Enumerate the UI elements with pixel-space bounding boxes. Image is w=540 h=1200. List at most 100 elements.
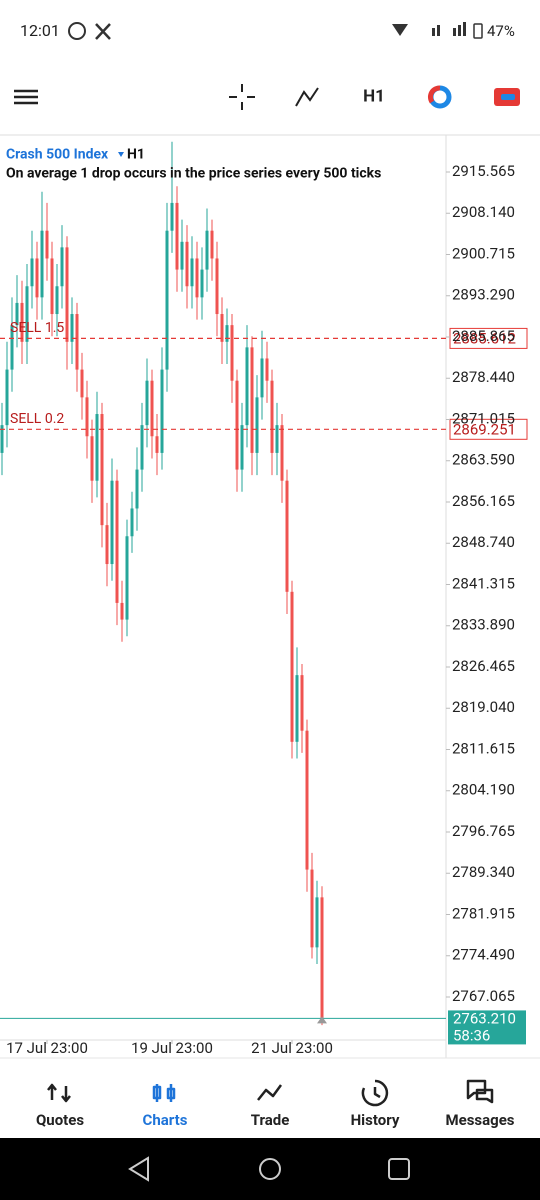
y-tick-label: 2781.915 xyxy=(452,904,515,922)
candle-body xyxy=(50,258,54,315)
candle-body xyxy=(45,230,49,259)
candle-body xyxy=(255,397,259,453)
candle-body xyxy=(115,480,119,603)
recents-button[interactable] xyxy=(388,1158,410,1180)
battery-level: 47% xyxy=(487,22,515,40)
symbol-name[interactable]: Crash 500 Index xyxy=(6,147,109,163)
candle-body xyxy=(140,425,144,470)
nav-label[interactable]: Messages xyxy=(445,1111,514,1129)
order-price: 2869.251 xyxy=(453,420,516,438)
y-tick-label: 2833.890 xyxy=(452,616,515,634)
candle-body xyxy=(220,314,224,342)
bottom-nav: Quotes Charts Trade History Messages xyxy=(36,1079,515,1129)
y-tick-label: 2856.165 xyxy=(452,492,515,510)
candle-body xyxy=(15,302,19,326)
overlays: SELL 1.5 2885.612 SELL 0.2 2869.251 2763.210… xyxy=(0,320,528,1045)
candle-body xyxy=(185,241,189,287)
order-price-box xyxy=(449,327,528,349)
candle-body xyxy=(175,202,179,270)
bar-countdown: 58:36 xyxy=(453,1026,490,1044)
system-nav xyxy=(0,1138,540,1200)
nav-icon xyxy=(47,1083,71,1103)
menu-button[interactable] xyxy=(14,89,38,105)
crosshair-button[interactable] xyxy=(229,84,255,110)
candle-body xyxy=(10,325,14,370)
candle-body xyxy=(165,230,169,370)
order-label: SELL 1.5 xyxy=(10,320,64,336)
nav-icon xyxy=(466,1079,494,1104)
y-tick-label: 2848.740 xyxy=(452,533,515,551)
signal-icon xyxy=(453,28,456,36)
candle-body xyxy=(55,286,59,315)
nav-label[interactable]: Quotes xyxy=(36,1111,84,1129)
y-tick-label: 2811.615 xyxy=(452,739,515,757)
candle-body xyxy=(65,247,69,342)
candle-body xyxy=(90,436,94,481)
nav-icon xyxy=(152,1084,176,1102)
nav-label[interactable]: Charts xyxy=(143,1111,188,1129)
symbol-dropdown[interactable] xyxy=(118,152,124,157)
y-tick-label: 2826.465 xyxy=(452,657,515,675)
nav-label[interactable]: History xyxy=(351,1111,400,1129)
home-button[interactable] xyxy=(259,1158,281,1180)
current-price-box xyxy=(448,1010,526,1045)
candle-body xyxy=(310,869,314,948)
candle-body xyxy=(305,730,309,870)
y-tick-label: 2885.865 xyxy=(452,327,515,345)
candle-body xyxy=(70,314,74,342)
candle-body xyxy=(250,347,254,453)
candle-body xyxy=(105,525,109,565)
candle-body xyxy=(20,302,24,342)
candle-body xyxy=(285,480,289,592)
nav-label[interactable]: Trade xyxy=(251,1111,290,1129)
symbol-description: On average 1 drop occurs in the price se… xyxy=(6,166,381,182)
candle-body xyxy=(260,358,264,398)
candle-body xyxy=(290,591,294,742)
candle-body xyxy=(230,325,234,381)
chart-timeframe: H1 xyxy=(127,147,145,163)
nav-icon xyxy=(257,1084,283,1101)
candle-body xyxy=(180,241,184,270)
candle-body xyxy=(275,425,279,453)
candle-body xyxy=(225,325,229,342)
whatsapp-icon xyxy=(68,22,86,40)
status-time: 12:01 xyxy=(20,21,60,40)
x-icon xyxy=(95,23,111,40)
candle-body xyxy=(95,414,99,481)
order-label: SELL 0.2 xyxy=(10,411,64,427)
order-price-box xyxy=(449,418,528,440)
candle-body xyxy=(5,369,9,426)
y-tick-label: 2900.715 xyxy=(452,244,515,262)
candle-body xyxy=(205,230,209,270)
y-tick-label: 2893.290 xyxy=(452,286,515,304)
x-tick-label: 21 Jul 23:00 xyxy=(251,1039,333,1057)
battery-icon xyxy=(473,23,483,39)
candle-body xyxy=(295,675,299,742)
candle-body xyxy=(130,508,134,537)
indicators-button[interactable] xyxy=(295,87,319,107)
candle-body xyxy=(160,369,164,453)
candle-body xyxy=(170,202,174,231)
candle-body xyxy=(75,314,79,370)
candle-body xyxy=(215,258,219,315)
y-tick-label: 2908.140 xyxy=(452,203,515,221)
candle-body xyxy=(195,258,199,298)
candle-body xyxy=(0,425,4,453)
candle-body xyxy=(245,347,249,426)
wifi-icon xyxy=(392,24,408,36)
order-price: 2885.612 xyxy=(453,329,516,347)
back-button[interactable] xyxy=(128,1156,149,1182)
candle-body xyxy=(30,258,34,287)
candle-body xyxy=(135,469,139,509)
candle-body xyxy=(110,480,114,565)
candle-body xyxy=(155,436,159,453)
y-tick-label: 2767.065 xyxy=(452,987,515,1005)
candle-body xyxy=(150,380,154,437)
y-tick-label: 2804.190 xyxy=(452,781,515,799)
signal-icon xyxy=(458,25,461,36)
y-tick-label: 2863.590 xyxy=(452,451,515,469)
candle-body xyxy=(300,675,304,731)
signal-icon xyxy=(463,22,466,36)
timeframe-button[interactable]: H1 xyxy=(363,86,385,106)
candle-body xyxy=(265,358,269,381)
